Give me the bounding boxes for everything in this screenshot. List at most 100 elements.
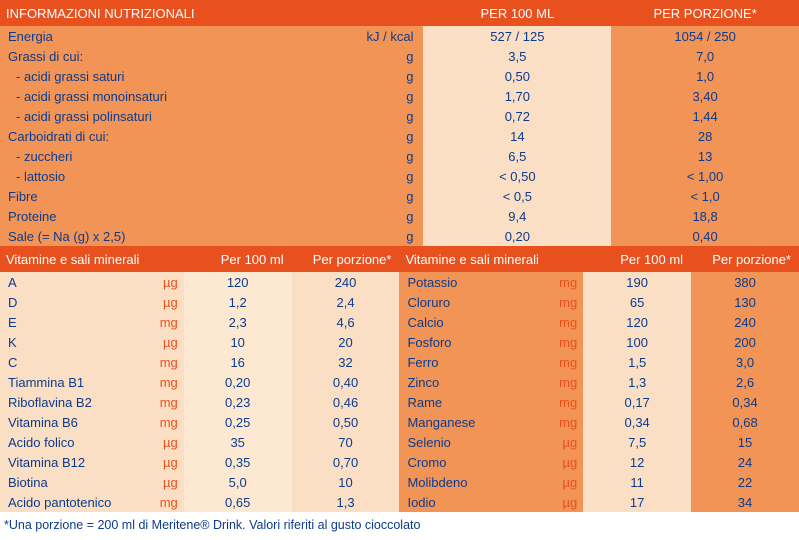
mineral-per100: 12 [583, 452, 691, 472]
vitamin-name: Vitamina B12 [0, 452, 128, 472]
mineral-per100: 17 [583, 492, 691, 512]
mineral-name: Cloruro [399, 292, 527, 312]
nutrient-per100: 14 [423, 126, 611, 146]
mineral-unit: mg [527, 412, 583, 432]
nutrient-perportion: 28 [611, 126, 799, 146]
vitamin-per100: 10 [184, 332, 292, 352]
nutrient-name: - lattosio [0, 166, 328, 186]
vitamin-unit: mg [128, 352, 184, 372]
table-row: Dµg1,22,4Cloruromg65130 [0, 292, 799, 312]
mineral-name: Manganese [399, 412, 527, 432]
table-row: Riboflavina B2mg0,230,46Ramemg0,170,34 [0, 392, 799, 412]
vit-header-right-col1: Per 100 ml [583, 246, 691, 272]
table-row: Carboidrati di cui:g1428 [0, 126, 799, 146]
vitamin-name: E [0, 312, 128, 332]
nutrient-unit: g [328, 146, 424, 166]
mineral-perportion: 3,0 [691, 352, 799, 372]
vitamin-unit: µg [128, 292, 184, 312]
vitamin-unit: µg [128, 452, 184, 472]
vitamin-unit: mg [128, 392, 184, 412]
vit-header-left-col1: Per 100 ml [184, 246, 292, 272]
vitamin-name: Acido folico [0, 432, 128, 452]
table-row: Biotinaµg5,010Molibdenoµg1122 [0, 472, 799, 492]
nutrient-name: - zuccheri [0, 146, 328, 166]
mineral-perportion: 130 [691, 292, 799, 312]
vitamin-perportion: 0,70 [292, 452, 400, 472]
vitamin-perportion: 4,6 [292, 312, 400, 332]
nutrient-per100: 1,70 [423, 86, 611, 106]
table-row: Acido pantotenicomg0,651,3Iodioµg1734 [0, 492, 799, 512]
mineral-unit: µg [527, 492, 583, 512]
vitamin-perportion: 0,50 [292, 412, 400, 432]
nutrient-per100: 3,5 [423, 46, 611, 66]
vit-header-right-col2: Per porzione* [691, 246, 799, 272]
vitamin-unit: µg [128, 472, 184, 492]
nutrient-perportion: 1054 / 250 [611, 26, 799, 46]
table-row: Sale (= Na (g) x 2,5)g0,200,40 [0, 226, 799, 246]
vitamin-perportion: 2,4 [292, 292, 400, 312]
mineral-per100: 1,5 [583, 352, 691, 372]
nutrient-name: - acidi grassi saturi [0, 66, 328, 86]
vitamin-perportion: 10 [292, 472, 400, 492]
table-row: Cmg1632Ferromg1,53,0 [0, 352, 799, 372]
mineral-per100: 0,34 [583, 412, 691, 432]
mineral-per100: 120 [583, 312, 691, 332]
mineral-name: Calcio [399, 312, 527, 332]
mineral-perportion: 0,34 [691, 392, 799, 412]
mineral-per100: 190 [583, 272, 691, 292]
vitamin-unit: µg [128, 272, 184, 292]
vitamin-perportion: 20 [292, 332, 400, 352]
vitamin-per100: 5,0 [184, 472, 292, 492]
vitamin-name: A [0, 272, 128, 292]
vitamins-table: Vitamine e sali minerali Per 100 ml Per … [0, 246, 799, 512]
main-header-col2: Per porzione* [611, 0, 799, 26]
mineral-unit: mg [527, 372, 583, 392]
nutrient-perportion: 0,40 [611, 226, 799, 246]
nutrient-per100: < 0,50 [423, 166, 611, 186]
nutrient-perportion: 1,0 [611, 66, 799, 86]
nutrient-perportion: 1,44 [611, 106, 799, 126]
nutrient-perportion: 3,40 [611, 86, 799, 106]
nutrient-name: Grassi di cui: [0, 46, 328, 66]
vitamin-name: Biotina [0, 472, 128, 492]
nutrient-name: Proteine [0, 206, 328, 226]
mineral-name: Zinco [399, 372, 527, 392]
mineral-unit: mg [527, 352, 583, 372]
vitamin-per100: 35 [184, 432, 292, 452]
table-row: Fibreg< 0,5< 1,0 [0, 186, 799, 206]
mineral-per100: 100 [583, 332, 691, 352]
mineral-per100: 0,17 [583, 392, 691, 412]
table-row: EnergiakJ / kcal527 / 1251054 / 250 [0, 26, 799, 46]
nutrient-unit: g [328, 126, 424, 146]
table-row: Tiammina B1mg0,200,40Zincomg1,32,6 [0, 372, 799, 392]
vitamin-per100: 0,23 [184, 392, 292, 412]
table-row: - acidi grassi polinsaturig0,721,44 [0, 106, 799, 126]
nutrient-unit: g [328, 46, 424, 66]
vit-header-left-label: Vitamine e sali minerali [0, 246, 184, 272]
table-row: Vitamina B6mg0,250,50Manganesemg0,340,68 [0, 412, 799, 432]
mineral-perportion: 15 [691, 432, 799, 452]
mineral-perportion: 200 [691, 332, 799, 352]
table-row: - acidi grassi saturig0,501,0 [0, 66, 799, 86]
mineral-name: Ferro [399, 352, 527, 372]
vitamin-unit: mg [128, 312, 184, 332]
table-row: Vitamina B12µg0,350,70Cromoµg1224 [0, 452, 799, 472]
nutrient-perportion: < 1,0 [611, 186, 799, 206]
vitamin-perportion: 0,46 [292, 392, 400, 412]
mineral-perportion: 2,6 [691, 372, 799, 392]
main-header-col1: Per 100 ml [423, 0, 611, 26]
nutrient-per100: 0,50 [423, 66, 611, 86]
nutrient-perportion: < 1,00 [611, 166, 799, 186]
mineral-name: Potassio [399, 272, 527, 292]
vit-header-left-col2: Per porzione* [292, 246, 400, 272]
mineral-name: Rame [399, 392, 527, 412]
nutrient-perportion: 18,8 [611, 206, 799, 226]
vitamin-perportion: 1,3 [292, 492, 400, 512]
nutrient-name: - acidi grassi polinsaturi [0, 106, 328, 126]
vitamin-per100: 0,25 [184, 412, 292, 432]
table-row: Emg2,34,6Calciomg120240 [0, 312, 799, 332]
nutrient-name: Fibre [0, 186, 328, 206]
mineral-unit: µg [527, 452, 583, 472]
vitamin-name: Acido pantotenico [0, 492, 128, 512]
vitamin-unit: mg [128, 492, 184, 512]
